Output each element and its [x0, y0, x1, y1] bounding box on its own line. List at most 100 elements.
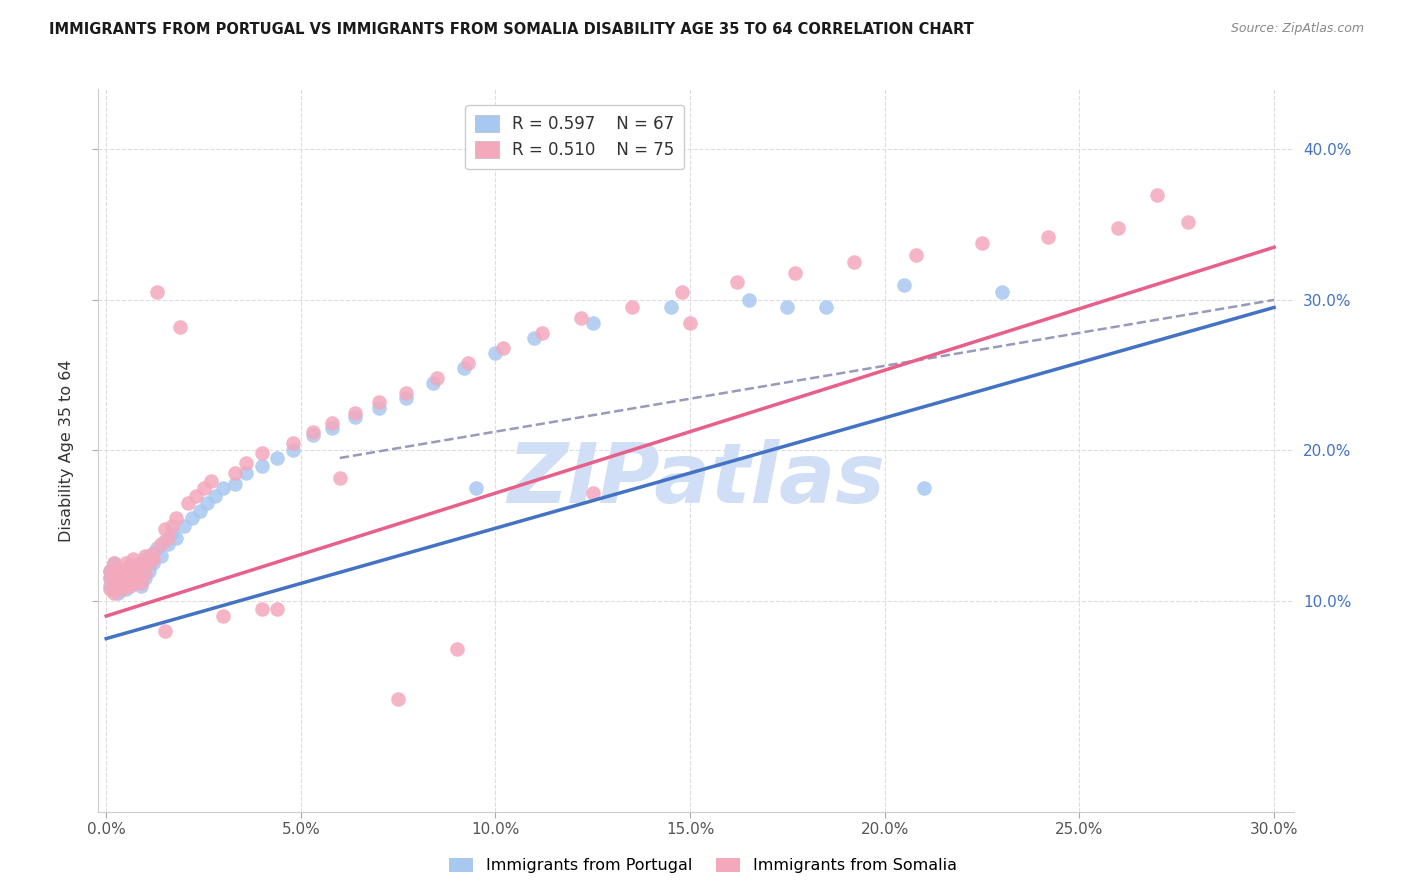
Point: [149, 537, 172, 551]
Point: [98, 571, 121, 585]
Point: [465, 481, 488, 495]
Point: [118, 579, 141, 593]
Point: [114, 582, 136, 596]
Point: [103, 566, 125, 581]
Point: [422, 376, 444, 390]
Point: [725, 275, 748, 289]
Point: [114, 557, 136, 571]
Point: [250, 601, 273, 615]
Point: [149, 549, 172, 563]
Point: [453, 360, 475, 375]
Text: IMMIGRANTS FROM PORTUGAL VS IMMIGRANTS FROM SOMALIA DISABILITY AGE 35 TO 64 CORR: IMMIGRANTS FROM PORTUGAL VS IMMIGRANTS F…: [49, 22, 974, 37]
Point: [193, 481, 215, 495]
Point: [98, 579, 121, 593]
Point: [134, 549, 156, 563]
Point: [266, 601, 288, 615]
Y-axis label: Disability Age 35 to 64: Disability Age 35 to 64: [59, 359, 75, 541]
Point: [122, 566, 145, 581]
Point: [484, 345, 506, 359]
Point: [107, 561, 129, 575]
Point: [118, 558, 141, 572]
Point: [98, 571, 121, 585]
Point: [138, 564, 160, 578]
Point: [118, 570, 141, 584]
Point: [395, 391, 418, 405]
Point: [98, 564, 121, 578]
Point: [114, 576, 136, 591]
Point: [114, 566, 136, 581]
Point: [177, 496, 200, 510]
Legend: R = 0.597    N = 67, R = 0.510    N = 75: R = 0.597 N = 67, R = 0.510 N = 75: [465, 104, 685, 169]
Point: [212, 609, 235, 624]
Point: [142, 551, 165, 566]
Point: [1107, 220, 1129, 235]
Point: [1038, 229, 1060, 244]
Point: [103, 586, 125, 600]
Point: [127, 564, 149, 578]
Point: [569, 310, 592, 325]
Point: [188, 503, 211, 517]
Point: [281, 436, 304, 450]
Point: [146, 285, 169, 300]
Point: [266, 450, 288, 465]
Point: [98, 564, 121, 578]
Point: [114, 574, 136, 589]
Point: [492, 341, 515, 355]
Point: [395, 386, 418, 401]
Point: [157, 537, 180, 551]
Point: [118, 566, 141, 581]
Point: [531, 326, 554, 340]
Point: [523, 330, 546, 344]
Point: [235, 455, 257, 469]
Point: [679, 316, 702, 330]
Point: [153, 522, 176, 536]
Point: [103, 557, 125, 571]
Point: [157, 531, 180, 545]
Legend: Immigrants from Portugal, Immigrants from Somalia: Immigrants from Portugal, Immigrants fro…: [443, 851, 963, 880]
Text: ZIPatlas: ZIPatlas: [508, 439, 884, 520]
Point: [842, 255, 865, 269]
Point: [169, 320, 191, 334]
Point: [122, 551, 145, 566]
Point: [146, 541, 169, 556]
Point: [250, 446, 273, 460]
Point: [671, 285, 693, 300]
Point: [582, 485, 605, 500]
Point: [122, 558, 145, 572]
Point: [250, 458, 273, 473]
Point: [387, 691, 409, 706]
Point: [142, 546, 165, 560]
Point: [111, 564, 134, 578]
Point: [138, 549, 160, 563]
Point: [904, 248, 927, 262]
Point: [129, 576, 152, 591]
Point: [114, 566, 136, 581]
Point: [122, 566, 145, 581]
Point: [200, 474, 222, 488]
Point: [367, 401, 389, 416]
Point: [134, 571, 156, 585]
Point: [107, 571, 129, 585]
Point: [1177, 214, 1199, 228]
Point: [173, 518, 195, 533]
Point: [122, 576, 145, 591]
Point: [127, 571, 149, 585]
Point: [972, 235, 994, 250]
Point: [111, 571, 134, 585]
Point: [103, 576, 125, 591]
Point: [912, 481, 935, 495]
Point: [990, 285, 1012, 300]
Point: [103, 557, 125, 571]
Point: [321, 417, 343, 431]
Point: [142, 557, 165, 571]
Point: [127, 561, 149, 575]
Point: [129, 579, 152, 593]
Point: [785, 266, 807, 280]
Point: [118, 561, 141, 575]
Point: [301, 428, 323, 442]
Point: [103, 576, 125, 591]
Point: [107, 561, 129, 575]
Point: [153, 624, 176, 639]
Point: [165, 531, 187, 545]
Point: [107, 586, 129, 600]
